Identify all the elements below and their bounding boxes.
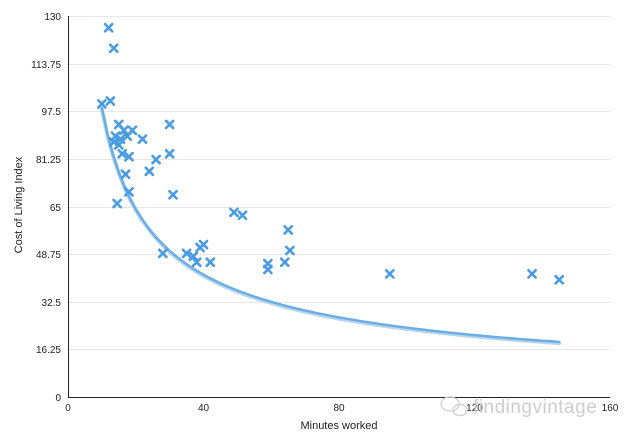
data-point — [103, 22, 114, 33]
data-point — [118, 125, 129, 136]
data-point — [168, 189, 178, 200]
data-point — [151, 154, 161, 165]
data-point — [144, 166, 155, 177]
grid-lines — [68, 16, 610, 350]
data-point — [284, 245, 295, 256]
x-tick-label: 0 — [65, 403, 71, 414]
data-point — [120, 169, 131, 180]
data-point — [554, 274, 565, 285]
data-point — [115, 134, 126, 144]
data-point — [384, 269, 395, 279]
x-axis-title: Minutes worked — [300, 420, 377, 432]
y-axis-title: Cost of Living Index — [13, 156, 25, 253]
wechat-logo-icon — [440, 396, 468, 417]
data-point — [237, 210, 248, 221]
data-point — [205, 257, 216, 268]
data-point — [96, 99, 107, 109]
y-tick-label: 130 — [44, 12, 61, 23]
data-point — [124, 186, 134, 197]
x-tick-label: 120 — [466, 403, 483, 414]
y-tick-label: 81.25 — [36, 155, 61, 166]
y-tick-label: 113.75 — [31, 60, 61, 71]
x-tick-label: 160 — [602, 403, 619, 414]
data-point — [112, 198, 123, 209]
data-point — [164, 148, 175, 159]
data-point — [127, 125, 138, 136]
x-tick-label: 80 — [333, 403, 345, 414]
y-tick-label: 48.75 — [36, 250, 61, 261]
trendline — [100, 106, 561, 344]
y-tick-label: 97.5 — [42, 107, 62, 118]
data-point — [124, 151, 134, 162]
y-tick-label: 0 — [55, 393, 61, 404]
data-point — [262, 264, 273, 275]
data-point — [527, 269, 537, 279]
data-point — [110, 131, 121, 142]
x-tick-label: 40 — [198, 403, 210, 414]
data-point — [279, 257, 290, 268]
x-tick-labels: 0 40 80 120 160 — [65, 403, 619, 414]
data-point — [157, 248, 168, 259]
trendline-shadow — [99, 107, 562, 346]
data-point — [137, 134, 148, 144]
watermark: findingvintage — [440, 396, 597, 418]
data-point — [164, 119, 175, 130]
data-point — [283, 225, 294, 235]
data-point — [105, 96, 116, 106]
y-tick-labels: 0 16.25 32.5 48.75 65 81.25 97.5 113.75 130 — [31, 12, 61, 404]
watermark-text: findingvintage — [473, 397, 597, 418]
data-points — [96, 22, 565, 285]
data-point — [188, 251, 199, 262]
data-point — [191, 257, 202, 268]
y-tick-label: 16.25 — [36, 345, 61, 356]
data-point — [229, 207, 239, 218]
data-point — [198, 239, 209, 250]
data-point — [181, 248, 192, 259]
data-point — [108, 43, 119, 54]
y-tick-label: 32.5 — [42, 298, 62, 309]
data-point — [117, 148, 128, 159]
y-tick-label: 65 — [50, 203, 62, 214]
